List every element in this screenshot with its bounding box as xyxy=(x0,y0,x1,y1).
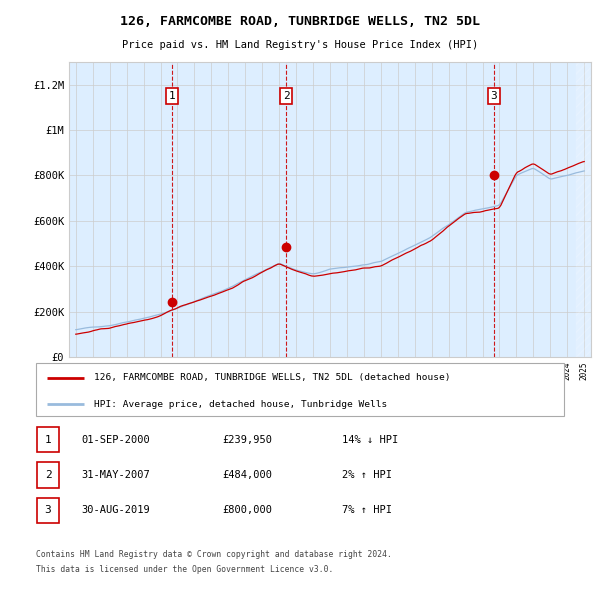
Text: This data is licensed under the Open Government Licence v3.0.: This data is licensed under the Open Gov… xyxy=(36,565,334,574)
Text: 126, FARMCOMBE ROAD, TUNBRIDGE WELLS, TN2 5DL: 126, FARMCOMBE ROAD, TUNBRIDGE WELLS, TN… xyxy=(120,15,480,28)
FancyBboxPatch shape xyxy=(36,363,564,416)
Text: 30-AUG-2019: 30-AUG-2019 xyxy=(81,506,150,515)
FancyBboxPatch shape xyxy=(37,427,59,453)
Text: Contains HM Land Registry data © Crown copyright and database right 2024.: Contains HM Land Registry data © Crown c… xyxy=(36,550,392,559)
Text: 31-MAY-2007: 31-MAY-2007 xyxy=(81,470,150,480)
Text: 7% ↑ HPI: 7% ↑ HPI xyxy=(342,506,392,515)
Text: 3: 3 xyxy=(491,91,497,101)
Text: Price paid vs. HM Land Registry's House Price Index (HPI): Price paid vs. HM Land Registry's House … xyxy=(122,40,478,50)
Text: £800,000: £800,000 xyxy=(222,506,272,515)
Text: 14% ↓ HPI: 14% ↓ HPI xyxy=(342,435,398,444)
Text: 01-SEP-2000: 01-SEP-2000 xyxy=(81,435,150,444)
FancyBboxPatch shape xyxy=(37,462,59,488)
Bar xyxy=(576,62,600,357)
Text: 1: 1 xyxy=(169,91,175,101)
Text: 3: 3 xyxy=(44,506,52,515)
Text: £239,950: £239,950 xyxy=(222,435,272,444)
FancyBboxPatch shape xyxy=(37,497,59,523)
Text: HPI: Average price, detached house, Tunbridge Wells: HPI: Average price, detached house, Tunb… xyxy=(94,400,388,409)
Text: £484,000: £484,000 xyxy=(222,470,272,480)
Text: 2% ↑ HPI: 2% ↑ HPI xyxy=(342,470,392,480)
Text: 1: 1 xyxy=(44,435,52,444)
Text: 2: 2 xyxy=(44,470,52,480)
Text: 126, FARMCOMBE ROAD, TUNBRIDGE WELLS, TN2 5DL (detached house): 126, FARMCOMBE ROAD, TUNBRIDGE WELLS, TN… xyxy=(94,373,451,382)
Text: 2: 2 xyxy=(283,91,290,101)
